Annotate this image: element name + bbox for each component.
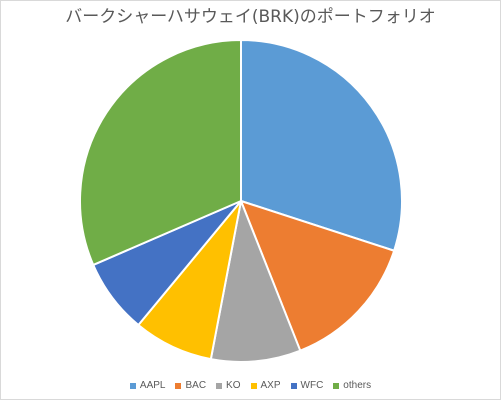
legend: AAPL BAC KO AXP WFC others bbox=[0, 380, 501, 391]
legend-label: AXP bbox=[260, 380, 281, 391]
legend-item-aapl: AAPL bbox=[129, 380, 166, 391]
pie-slice-bac bbox=[240, 200, 396, 352]
legend-label: BAC bbox=[185, 380, 207, 391]
pie-slice-ko bbox=[209, 200, 302, 363]
legend-label: WFC bbox=[300, 380, 324, 391]
legend-label: KO bbox=[226, 380, 241, 391]
legend-label: AAPL bbox=[139, 380, 166, 391]
legend-item-wfc: WFC bbox=[290, 380, 324, 391]
legend-item-axp: AXP bbox=[250, 380, 281, 391]
legend-swatch bbox=[290, 382, 297, 389]
legend-label: others bbox=[343, 380, 372, 391]
legend-item-ko: KO bbox=[216, 380, 241, 391]
legend-swatch bbox=[216, 382, 223, 389]
legend-item-others: others bbox=[333, 380, 371, 391]
legend-swatch bbox=[250, 382, 257, 389]
pie-slice-aapl bbox=[240, 39, 403, 252]
legend-swatch bbox=[129, 382, 136, 389]
pie-slice-others bbox=[79, 39, 242, 266]
legend-swatch bbox=[175, 382, 182, 389]
legend-item-bac: BAC bbox=[175, 380, 206, 391]
legend-swatch bbox=[333, 382, 340, 389]
chart-title: バークシャーハサウェイ(BRK)のポートフォリオ bbox=[65, 7, 436, 27]
